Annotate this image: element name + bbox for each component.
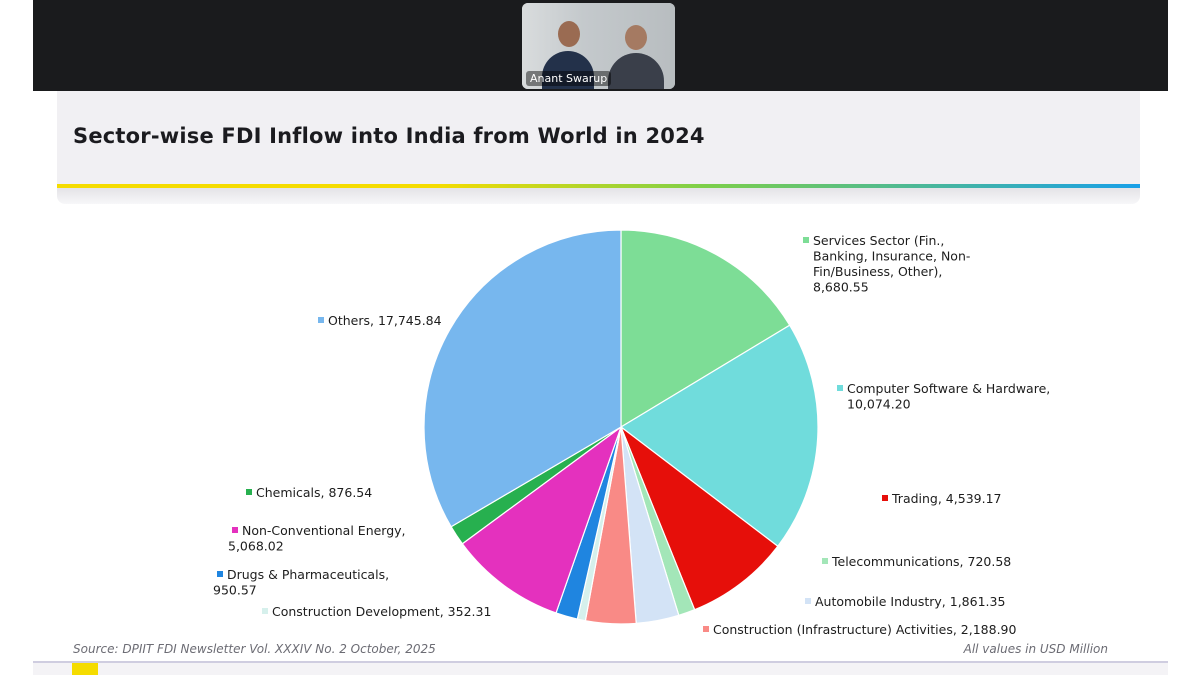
pie-slice: [619, 425, 779, 611]
slice-label: Chemicals, 876.54: [256, 485, 372, 500]
legend-marker: [803, 237, 809, 243]
legend-marker: [882, 495, 888, 501]
legend-marker: [837, 385, 843, 391]
participant-figure: [542, 51, 594, 89]
slide-header: [57, 91, 1140, 185]
slide-bottom-border: [33, 661, 1168, 663]
slice-label: Telecommunications, 720.58: [831, 554, 1011, 569]
legend-marker: [217, 571, 223, 577]
header-accent-line: [57, 184, 1140, 188]
next-slide-accent: [72, 663, 98, 675]
header-shadow: [57, 188, 1140, 204]
slice-label: Construction (Infrastructure) Activities…: [713, 622, 1017, 637]
units-note: All values in USD Million: [963, 642, 1108, 656]
slice-label: Automobile Industry, 1,861.35: [815, 594, 1005, 609]
legend-marker: [318, 317, 324, 323]
participant-head: [625, 25, 647, 50]
pie-slice: [620, 229, 791, 429]
source-note: Source: DPIIT FDI Newsletter Vol. XXXIV …: [73, 642, 436, 656]
participant-head: [558, 21, 580, 47]
slice-label: Others, 17,745.84: [328, 313, 442, 328]
slice-label: Construction Development, 352.31: [272, 604, 491, 619]
slice-label: Non-Conventional Energy, 5,068.02: [228, 523, 406, 554]
legend-marker: [262, 608, 268, 614]
slice-label: Drugs & Pharmaceuticals, 950.57: [213, 567, 389, 598]
slice-label: Computer Software & Hardware, 10,074.20: [847, 381, 1050, 412]
slice-label: Trading, 4,539.17: [891, 491, 1001, 506]
pie-slices: [423, 229, 819, 625]
legend-marker: [232, 527, 238, 533]
legend-marker: [703, 626, 709, 632]
pie-labels: Services Sector (Fin., Banking, Insurance…: [213, 233, 1050, 637]
legend-marker: [246, 489, 252, 495]
legend-marker: [805, 598, 811, 604]
slide-title: Sector-wise FDI Inflow into India from W…: [73, 124, 705, 148]
pie-slice: [619, 324, 819, 548]
slice-label: Services Sector (Fin., Banking, Insurance…: [813, 233, 970, 295]
participant-video-tile[interactable]: Anant Swarup: [522, 3, 675, 89]
next-slide-strip: [33, 663, 1168, 675]
pie-slice: [461, 425, 623, 614]
legend-marker: [822, 558, 828, 564]
participant-name-label: Anant Swarup: [526, 71, 612, 86]
pie-slice: [423, 229, 622, 528]
